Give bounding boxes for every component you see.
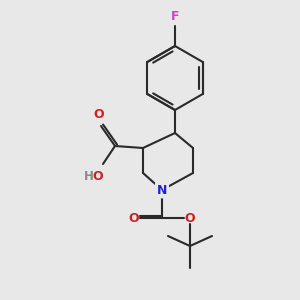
- Text: H: H: [84, 170, 94, 183]
- Text: O: O: [185, 212, 195, 224]
- Text: N: N: [157, 184, 167, 196]
- Text: O: O: [94, 108, 104, 121]
- Text: O: O: [129, 212, 139, 224]
- Text: O: O: [93, 170, 103, 183]
- Text: F: F: [171, 10, 179, 23]
